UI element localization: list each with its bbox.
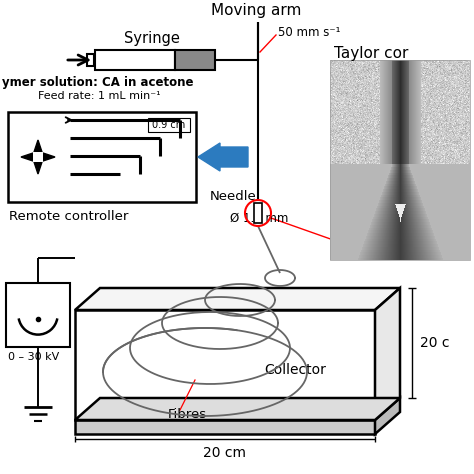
Text: Collector: Collector — [264, 363, 326, 377]
Text: Fibres: Fibres — [168, 409, 207, 421]
Polygon shape — [75, 310, 375, 420]
FancyArrow shape — [198, 143, 248, 171]
Text: Feed rate: 1 mL min⁻¹: Feed rate: 1 mL min⁻¹ — [38, 91, 161, 101]
Text: 50 mm s⁻¹: 50 mm s⁻¹ — [278, 26, 340, 38]
Polygon shape — [75, 398, 400, 420]
Polygon shape — [75, 288, 400, 310]
Bar — [254, 203, 262, 223]
Text: 20 c: 20 c — [420, 336, 449, 350]
Bar — [8, 112, 196, 202]
Text: Remote controller: Remote controller — [9, 210, 128, 222]
Text: Needle: Needle — [210, 191, 257, 203]
Text: Syringe: Syringe — [124, 30, 180, 46]
Text: 0 – 30 kV: 0 – 30 kV — [8, 352, 59, 362]
Text: Ø 1.5 mm: Ø 1.5 mm — [230, 211, 288, 225]
Bar — [33, 152, 43, 162]
Text: Moving arm: Moving arm — [211, 2, 301, 18]
Text: Taylor cor: Taylor cor — [334, 46, 409, 61]
Polygon shape — [75, 420, 375, 434]
Polygon shape — [375, 398, 400, 434]
Text: ymer solution: CA in acetone: ymer solution: CA in acetone — [2, 75, 193, 89]
Polygon shape — [375, 288, 400, 420]
Bar — [148, 118, 190, 132]
Bar — [6, 283, 70, 347]
Bar — [95, 50, 175, 70]
Bar — [330, 60, 470, 260]
Bar — [87, 54, 94, 66]
Text: 0.9 cm: 0.9 cm — [152, 120, 186, 130]
Bar — [175, 50, 215, 70]
Text: 20 cm: 20 cm — [203, 446, 246, 460]
Polygon shape — [21, 140, 55, 174]
